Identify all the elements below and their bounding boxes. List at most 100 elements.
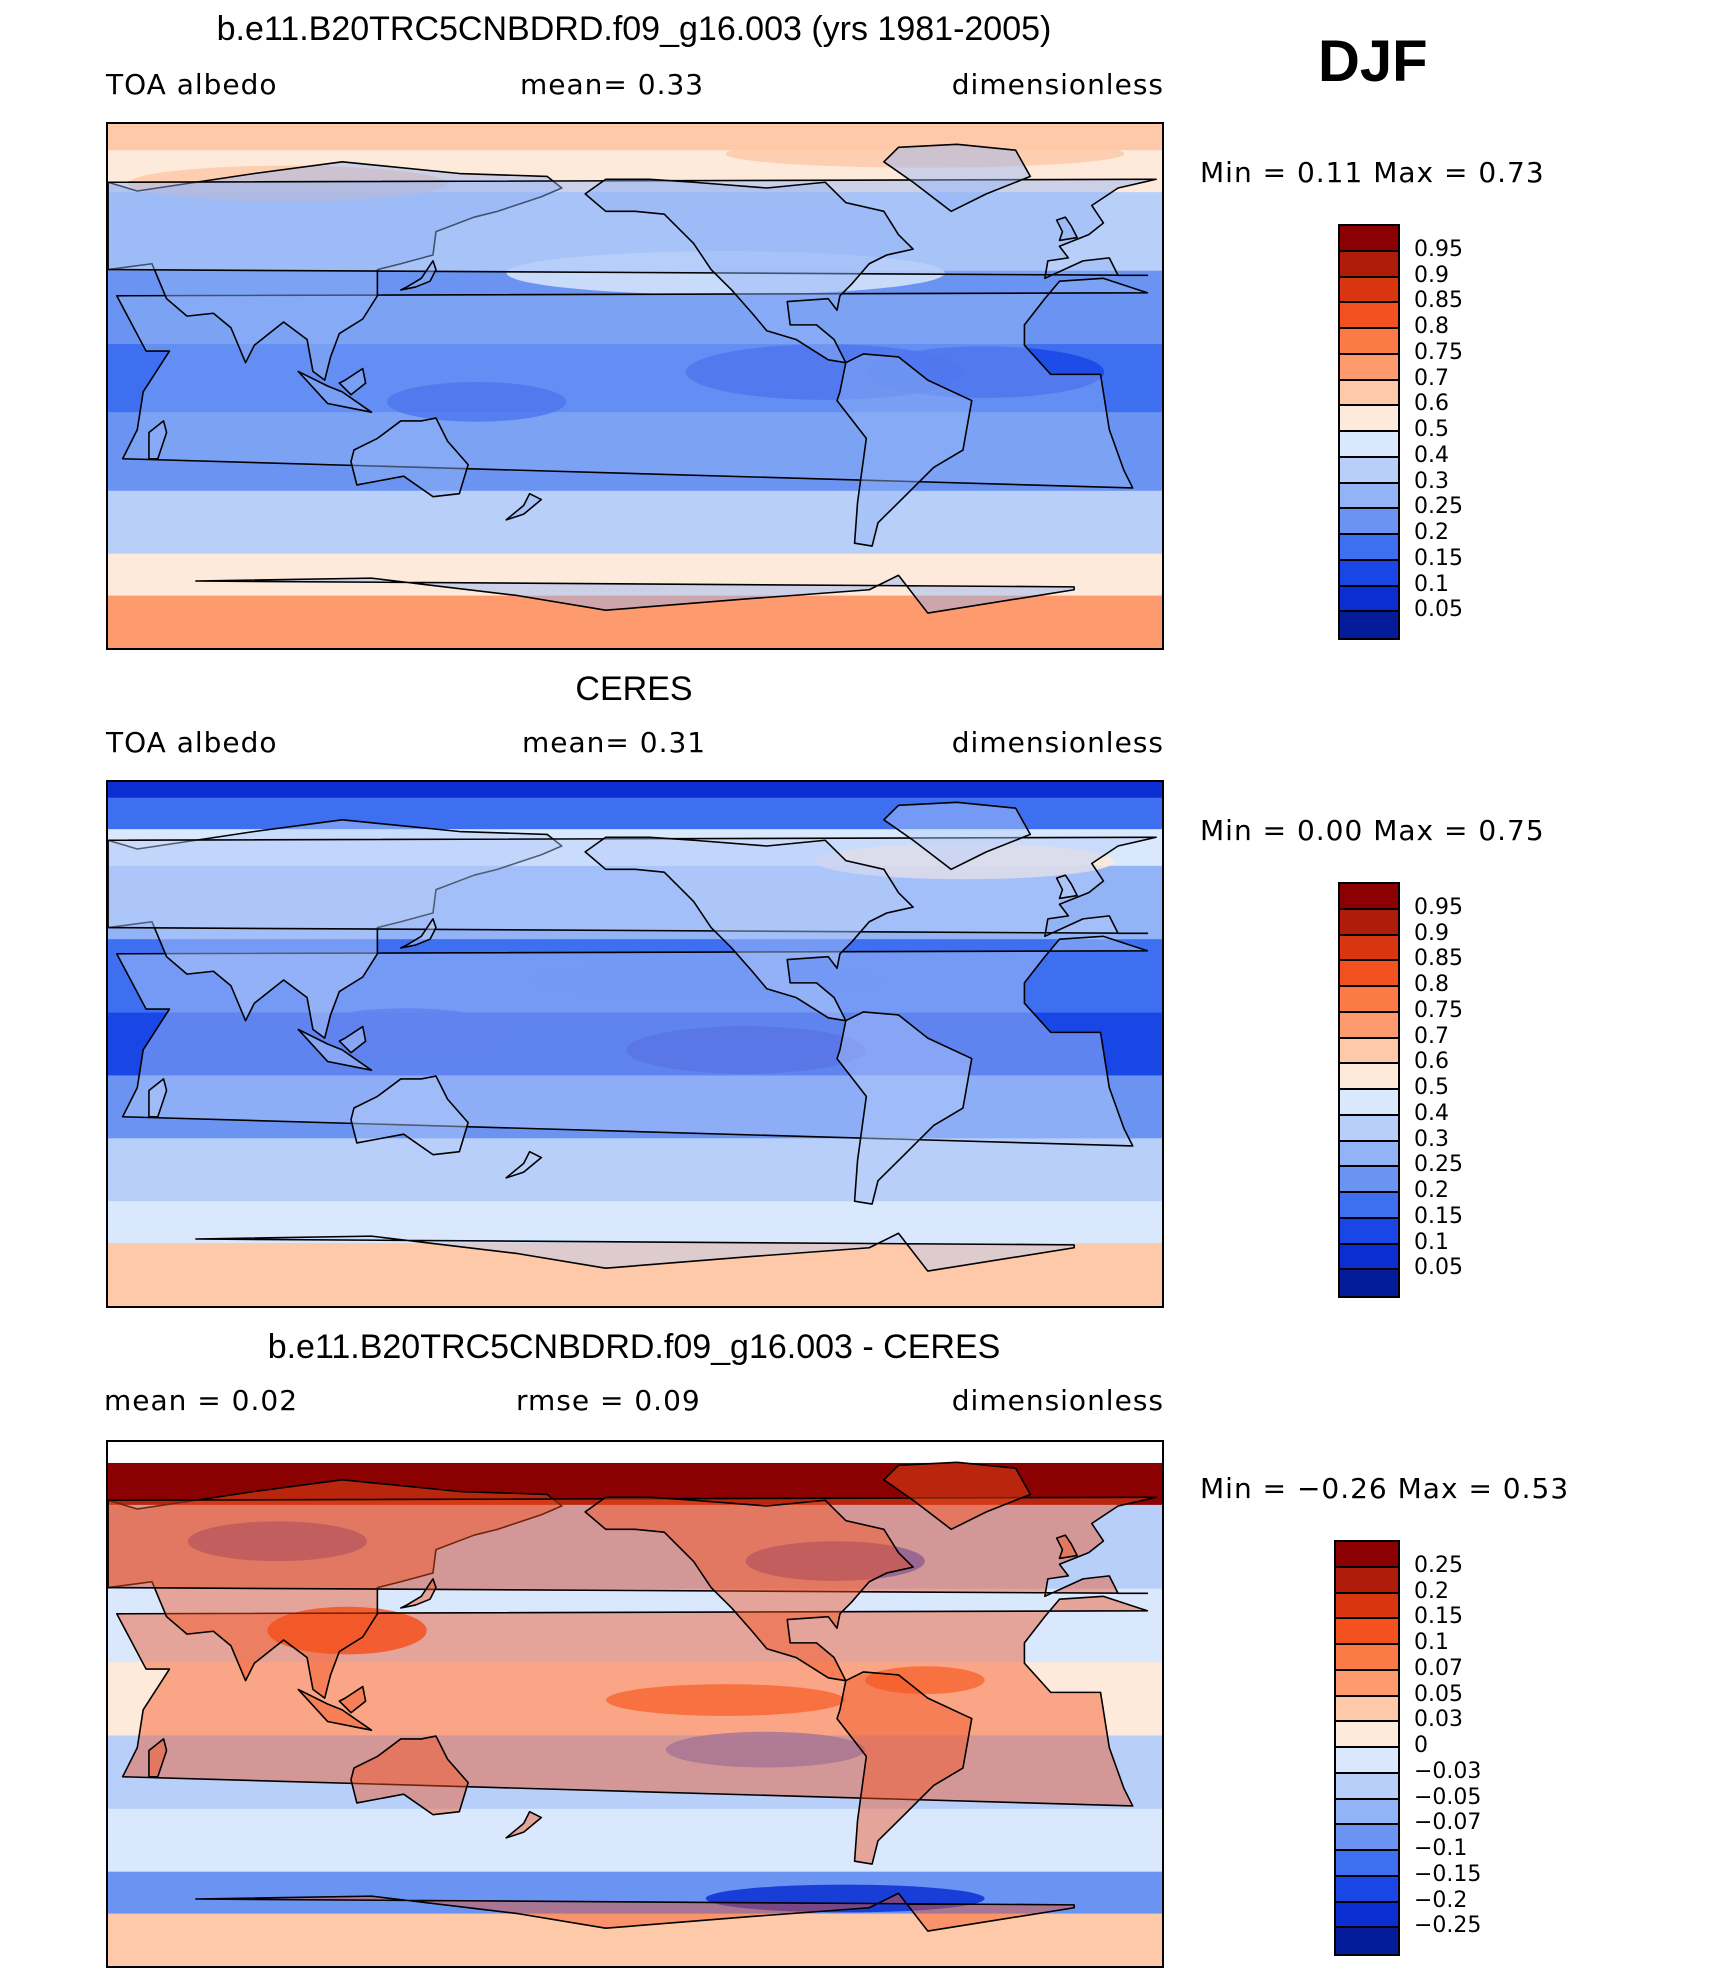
colorbar-swatch <box>1336 1670 1398 1697</box>
colorbar-swatch <box>1340 1218 1398 1245</box>
panel-1-variable: TOA albedo <box>106 68 278 101</box>
colorbar-tick-label: 0.15 <box>1414 545 1463 571</box>
coastline-australia <box>350 1735 469 1816</box>
colorbar-swatch <box>1340 329 1398 355</box>
colorbar-tick-label: 0.7 <box>1414 1023 1449 1049</box>
coastline-japan <box>399 1578 437 1609</box>
field-anomaly <box>386 382 567 422</box>
colorbar-swatch <box>1336 1567 1398 1594</box>
panel-1-title: b.e11.B20TRC5CNBDRD.f09_g16.003 (yrs 198… <box>216 10 1052 48</box>
field-anomaly <box>606 1684 846 1716</box>
field-band <box>108 1442 1162 1464</box>
colorbar-swatch <box>1336 1722 1398 1748</box>
coastline-madagascar <box>148 1738 168 1778</box>
colorbar-swatch <box>1336 1773 1398 1800</box>
coastline-antarctica <box>195 1892 1075 1932</box>
field-band <box>108 1243 1162 1306</box>
coastline-indonesia <box>297 370 373 413</box>
panel-1-map <box>106 122 1164 650</box>
map-canvas <box>108 782 1162 1306</box>
panel-1-colorbar <box>1338 224 1400 640</box>
colorbar-swatch <box>1340 303 1398 329</box>
colorbar-swatch <box>1340 884 1398 910</box>
colorbar-tick-label: 0.3 <box>1414 1126 1449 1152</box>
panel-2-minmax: Min = 0.00 Max = 0.75 <box>1200 814 1545 847</box>
colorbar-swatch <box>1340 1270 1398 1296</box>
field-anomaly <box>187 1521 368 1562</box>
colorbar-tick-label: 0.85 <box>1414 288 1463 314</box>
field-band <box>108 1871 1162 1915</box>
colorbar-swatch <box>1340 251 1398 278</box>
panel-3-mean: mean = 0.02 <box>104 1384 299 1417</box>
field-anomaly <box>665 1731 866 1768</box>
panel-2-variable: TOA albedo <box>106 726 278 759</box>
colorbar-tick-label: 0.8 <box>1414 314 1449 339</box>
colorbar-tick-label: 0.95 <box>1414 236 1463 262</box>
colorbar-tick-label: 0.05 <box>1414 597 1463 623</box>
panel-1-minmax: Min = 0.11 Max = 0.73 <box>1200 156 1545 189</box>
coastline-n_america <box>584 178 914 364</box>
colorbar-swatch <box>1340 1012 1398 1039</box>
panel-2-mean: mean= 0.31 <box>522 726 707 759</box>
colorbar-swatch <box>1340 406 1398 432</box>
panel-1-mean: mean= 0.33 <box>520 68 705 101</box>
colorbar-swatch <box>1336 1645 1398 1671</box>
colorbar-swatch <box>1340 1167 1398 1193</box>
coastline-s_america <box>836 1011 973 1205</box>
colorbar-tick-label: 0.1 <box>1414 1229 1449 1255</box>
colorbar-swatch <box>1340 457 1398 484</box>
colorbar-swatch <box>1336 1748 1398 1774</box>
colorbar-tick-label: 0.05 <box>1414 1681 1463 1707</box>
field-band <box>108 412 1162 492</box>
colorbar-tick-label: 0.4 <box>1414 442 1449 468</box>
colorbar-tick-label: 0.2 <box>1414 1578 1449 1604</box>
field-anomaly <box>267 1606 427 1655</box>
colorbar-swatch <box>1340 277 1398 304</box>
colorbar-swatch <box>1340 1244 1398 1271</box>
colorbar-tick-label: 0.2 <box>1414 520 1449 545</box>
panel-1-units: dimensionless <box>951 68 1164 101</box>
colorbar-tick-label: 0.15 <box>1414 1604 1463 1630</box>
colorbar-tick-label: −0.25 <box>1414 1913 1482 1939</box>
colorbar-tick-label: 0.3 <box>1414 468 1449 494</box>
panel-3-units: dimensionless <box>951 1384 1164 1417</box>
coastline-madagascar <box>148 420 168 460</box>
panel-3-rmse: rmse = 0.09 <box>516 1384 701 1417</box>
colorbar-tick-label: 0.75 <box>1414 997 1463 1023</box>
colorbar-swatch <box>1336 1619 1398 1645</box>
field-anomaly <box>705 1884 985 1913</box>
panel-3-map <box>106 1440 1164 1968</box>
coastline-nz <box>505 1150 543 1179</box>
season-label: DJF <box>1318 29 1428 94</box>
coastline-borneo <box>338 1685 367 1714</box>
colorbar-tick-label: 0.1 <box>1414 1630 1449 1655</box>
field-band <box>108 1808 1162 1873</box>
colorbar-swatch <box>1340 560 1398 587</box>
colorbar-tick-label: −0.07 <box>1414 1810 1482 1836</box>
coastline-borneo <box>338 1025 367 1054</box>
colorbar-swatch <box>1340 226 1398 252</box>
coastline-uk <box>1055 216 1078 242</box>
field-anomaly <box>865 1666 985 1695</box>
coastline-s_america <box>836 1671 973 1865</box>
colorbar-swatch <box>1340 1038 1398 1065</box>
field-anomaly <box>865 346 1105 398</box>
colorbar-swatch <box>1336 1851 1398 1877</box>
panel-2-title: CERES <box>575 670 693 708</box>
colorbar-swatch <box>1340 380 1398 407</box>
coastline-uk <box>1055 1534 1078 1560</box>
panel-2-colorbar <box>1338 882 1400 1298</box>
colorbar-tick-label: 0.95 <box>1414 894 1463 920</box>
colorbar-swatch <box>1340 354 1398 381</box>
field-anomaly <box>526 960 886 1001</box>
colorbar-swatch <box>1336 1696 1398 1723</box>
panel-3-title: b.e11.B20TRC5CNBDRD.f09_g16.003 - CERES <box>267 1328 1001 1366</box>
coastline-n_america <box>584 836 914 1022</box>
field-anomaly <box>725 139 1125 168</box>
colorbar-swatch <box>1340 509 1398 535</box>
field-band <box>108 1075 1162 1140</box>
colorbar-tick-label: 0.7 <box>1414 365 1449 391</box>
field-anomaly <box>307 1008 507 1052</box>
coastline-australia <box>350 417 469 498</box>
coastline-antarctica <box>195 574 1075 614</box>
